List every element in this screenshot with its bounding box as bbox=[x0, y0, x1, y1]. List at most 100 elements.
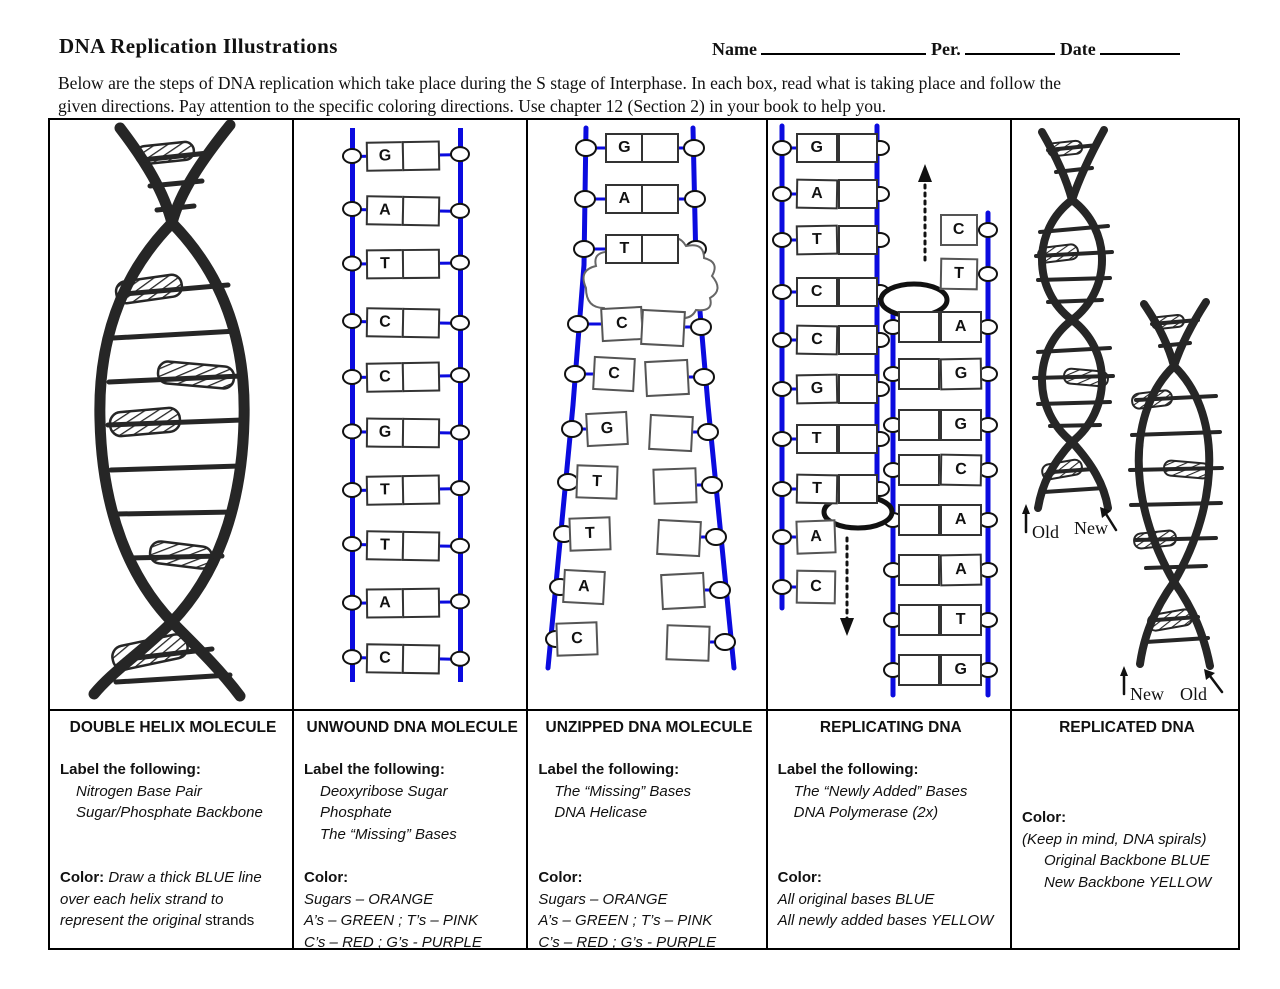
base-box: A bbox=[365, 588, 405, 619]
color-heading: Color: bbox=[304, 869, 349, 886]
empty-base-box bbox=[897, 311, 940, 343]
empty-base-box bbox=[897, 454, 940, 486]
page-title: DNA Replication Illustrations bbox=[59, 34, 338, 58]
base-box: A bbox=[562, 568, 607, 606]
phosphate-oval bbox=[449, 314, 471, 332]
empty-base-box bbox=[837, 325, 878, 355]
base-box: T bbox=[939, 604, 982, 636]
color-block: Color: Draw a thick BLUE line over each … bbox=[60, 867, 288, 932]
caption-replicated: REPLICATED DNA Color: (Keep in mind, DNA… bbox=[1011, 709, 1238, 948]
empty-base-box bbox=[665, 624, 711, 662]
strand-age-labels: Old New New Old bbox=[1032, 518, 1207, 704]
color-line: Original Backbone BLUE bbox=[1043, 852, 1210, 869]
empty-base-box bbox=[837, 277, 878, 307]
color-line: C’s – RED ; G’s - PURPLE bbox=[304, 933, 482, 951]
label-item: The “Newly Added” Bases bbox=[793, 782, 968, 800]
color-line: Sugars – ORANGE bbox=[538, 890, 668, 908]
empty-base-box bbox=[656, 518, 703, 558]
base-box: G bbox=[585, 410, 630, 448]
base-box: C bbox=[939, 453, 982, 487]
base-box: G bbox=[365, 417, 405, 448]
base-pair-rung: T bbox=[294, 473, 526, 507]
empty-base-box bbox=[401, 195, 441, 227]
color-line: New Backbone YELLOW bbox=[1043, 873, 1212, 891]
caption-unzipped: UNZIPPED DNA MOLECULE Label the followin… bbox=[528, 709, 766, 951]
color-instruction: Draw a thick BLUE line over each helix s… bbox=[60, 869, 262, 929]
date-label: Date bbox=[1059, 39, 1096, 59]
empty-base-box bbox=[897, 504, 940, 536]
color-note: (Keep in mind, DNA spirals) bbox=[1021, 830, 1207, 848]
label-item: DNA Polymerase (2x) bbox=[793, 804, 939, 821]
replicating-drawing bbox=[771, 123, 998, 698]
base-pair-rung: C bbox=[294, 360, 526, 394]
base-box: G bbox=[605, 133, 644, 163]
color-heading: Color: bbox=[777, 869, 822, 886]
phosphate-oval bbox=[449, 254, 471, 271]
color-heading: Color: bbox=[1021, 809, 1067, 826]
base-box: T bbox=[795, 424, 838, 454]
base-connectors bbox=[556, 146, 726, 644]
new-label: New bbox=[1074, 518, 1108, 538]
label-block: Label the following: Nitrogen Base Pair … bbox=[60, 759, 288, 824]
caption-title: REPLICATING DNA bbox=[819, 719, 962, 736]
base-box: A bbox=[795, 519, 837, 555]
per-label: Per. bbox=[930, 39, 961, 59]
empty-base-box bbox=[401, 587, 441, 619]
label-heading: Label the following: bbox=[304, 761, 445, 778]
caption-double-helix: DOUBLE HELIX MOLECULE Label the followin… bbox=[50, 709, 292, 948]
color-block: Color: All original bases BLUE All newly… bbox=[778, 867, 1006, 932]
double-helix-drawing bbox=[88, 120, 250, 702]
base-box: C bbox=[795, 569, 836, 605]
label-item: DNA Helicase bbox=[554, 804, 648, 821]
phosphate-oval bbox=[449, 202, 471, 220]
base-pair-rung: A bbox=[294, 194, 526, 228]
empty-base-box bbox=[837, 179, 878, 209]
color-line: All newly added bases YELLOW bbox=[777, 912, 994, 929]
phosphate-oval bbox=[449, 479, 471, 497]
replicated-dna-illustration: Old New New Old bbox=[1012, 120, 1238, 709]
worksheet-table: DOUBLE HELIX MOLECULE Label the followin… bbox=[48, 118, 1240, 953]
phosphate-oval bbox=[341, 594, 363, 611]
caption-title: UNWOUND DNA MOLECULE bbox=[306, 719, 518, 736]
label-item: Sugar/Phosphate Backbone bbox=[76, 804, 263, 821]
label-block: Label the following: The “Newly Added” B… bbox=[778, 759, 1006, 824]
empty-base-box bbox=[641, 184, 680, 214]
intro-line-2: given directions. Pay attention to the s… bbox=[58, 96, 887, 116]
phosphate-oval bbox=[341, 147, 363, 165]
color-line: A’s – GREEN ; T’s – PINK bbox=[538, 912, 713, 929]
unzipped-drawing bbox=[545, 125, 737, 671]
base-box: T bbox=[939, 257, 978, 291]
empty-base-box bbox=[837, 424, 878, 454]
label-heading: Label the following: bbox=[60, 761, 201, 778]
name-blank-line bbox=[761, 38, 927, 55]
empty-base-box bbox=[837, 474, 878, 504]
base-box: T bbox=[365, 530, 405, 561]
empty-base-box bbox=[897, 604, 940, 636]
column-unzipped-dna: G A T C C G T T A C bbox=[526, 120, 766, 951]
column-replicating-dna: G A T C C G T T A C C bbox=[765, 120, 1010, 948]
label-heading: Label the following: bbox=[538, 761, 680, 778]
base-box: G bbox=[795, 133, 838, 163]
base-box: A bbox=[365, 195, 405, 226]
base-box: T bbox=[365, 475, 405, 506]
empty-base-box bbox=[401, 530, 441, 562]
base-pair-rung: G bbox=[294, 139, 526, 173]
color-block: Color: Sugars – ORANGE A’s – GREEN ; T’s… bbox=[304, 867, 522, 953]
base-box: G bbox=[795, 373, 838, 405]
base-box: T bbox=[605, 234, 644, 264]
base-box: G bbox=[939, 409, 982, 441]
base-box: A bbox=[795, 178, 838, 210]
phosphate-oval bbox=[449, 593, 471, 610]
name-label: Name bbox=[712, 39, 757, 59]
phosphate-oval bbox=[449, 145, 471, 163]
intro-line-1: Below are the steps of DNA replication w… bbox=[58, 73, 1062, 93]
helix-one-hatching bbox=[1037, 139, 1109, 481]
color-line: Sugars – ORANGE bbox=[304, 890, 434, 908]
empty-base-box bbox=[641, 133, 680, 163]
caption-replicating: REPLICATING DNA Label the following: The… bbox=[767, 709, 1010, 948]
empty-base-box bbox=[897, 409, 940, 441]
base-box: T bbox=[575, 464, 619, 500]
phosphate-oval bbox=[449, 424, 471, 441]
dna-polymerase-ovals bbox=[821, 281, 950, 531]
